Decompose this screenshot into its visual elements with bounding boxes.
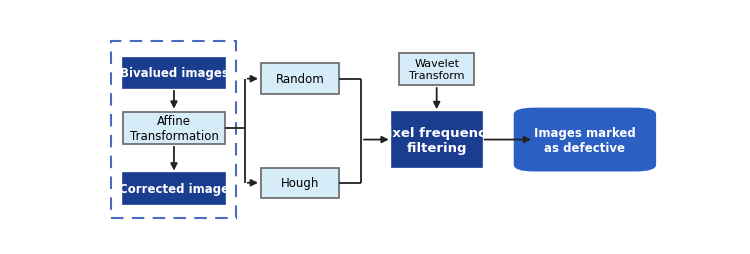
FancyBboxPatch shape: [261, 168, 339, 198]
Text: Random: Random: [276, 73, 325, 86]
Text: Wavelet
Transform: Wavelet Transform: [409, 59, 464, 80]
FancyBboxPatch shape: [399, 53, 475, 86]
Text: Images marked
as defective: Images marked as defective: [534, 126, 636, 154]
Text: Hough: Hough: [281, 177, 320, 189]
Text: Affine
Transformation: Affine Transformation: [130, 114, 218, 142]
FancyBboxPatch shape: [261, 64, 339, 94]
FancyBboxPatch shape: [123, 112, 225, 145]
Text: Pixel frequency
filtering: Pixel frequency filtering: [379, 126, 495, 154]
Bar: [112, 42, 236, 218]
FancyBboxPatch shape: [392, 113, 482, 167]
Text: Bivalued images: Bivalued images: [119, 67, 229, 80]
FancyBboxPatch shape: [123, 58, 225, 89]
FancyBboxPatch shape: [123, 174, 225, 204]
Text: Corrected image: Corrected image: [119, 182, 229, 195]
FancyBboxPatch shape: [514, 108, 656, 172]
